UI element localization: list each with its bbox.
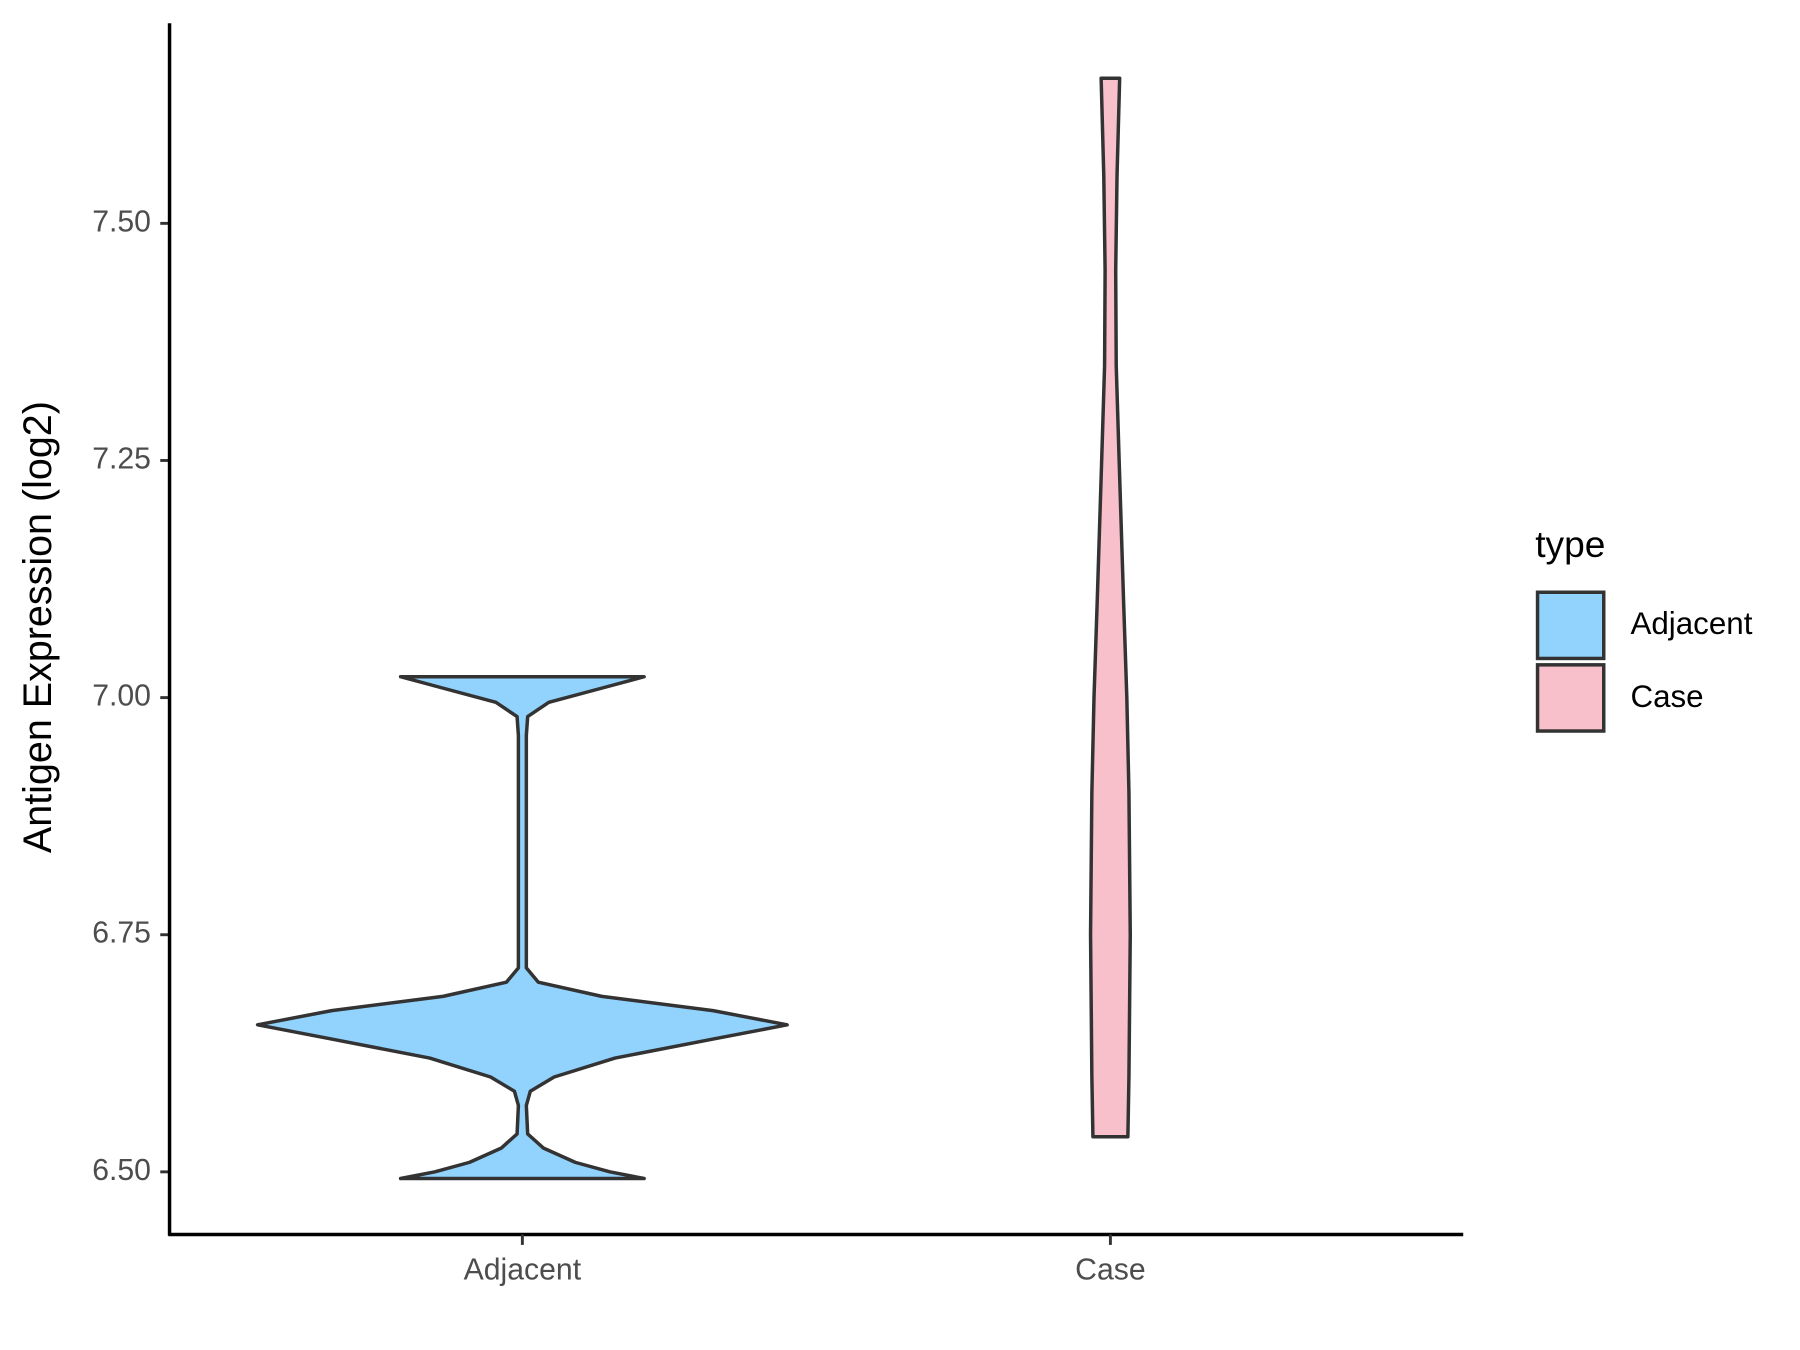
- legend-title: type: [1535, 523, 1605, 565]
- y-tick-label: 7.50: [92, 205, 151, 238]
- x-tick-label: Case: [1075, 1254, 1145, 1287]
- x-tick-label: Adjacent: [464, 1254, 582, 1287]
- legend-key: [1535, 663, 1606, 733]
- legend-key: [1535, 590, 1606, 661]
- legend-label: Adjacent: [1630, 606, 1752, 641]
- y-axis-title: Antigen Expression (log2): [16, 401, 60, 853]
- y-tick-label: 7.25: [92, 442, 151, 475]
- y-tick-label: 7.00: [92, 680, 151, 713]
- y-tick-label: 6.50: [92, 1154, 151, 1187]
- violin: [1088, 76, 1133, 1139]
- violin: [255, 675, 789, 1181]
- legend-label: Case: [1630, 679, 1703, 714]
- y-tick-label: 6.75: [92, 917, 151, 950]
